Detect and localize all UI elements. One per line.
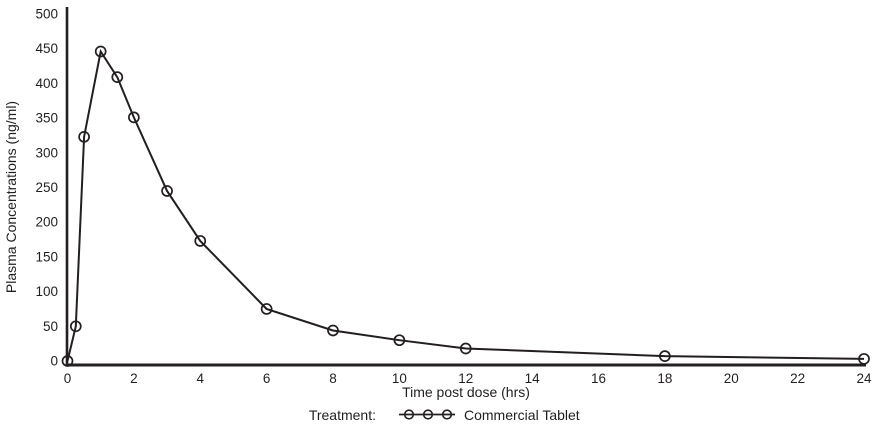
- x-tick-label: 2: [130, 371, 138, 386]
- data-point-marker: [94, 45, 107, 58]
- y-tick-labels: 0 50 100 150 200 250 300 350 400 450 500: [35, 7, 58, 369]
- y-tick-label: 400: [35, 76, 58, 91]
- x-tick-labels: 0 2 4 6 8 10 12 14 16 18 20 22 24: [64, 371, 872, 386]
- x-tick-label: 22: [790, 371, 805, 386]
- y-tick-label: 50: [43, 319, 58, 334]
- data-point-marker: [61, 355, 74, 367]
- y-tick-label: 450: [35, 41, 58, 56]
- legend-marker-circle-icon: [441, 409, 453, 420]
- y-tick-label: 250: [35, 180, 58, 195]
- data-series: [61, 45, 870, 367]
- data-point-marker: [69, 320, 82, 333]
- y-tick-label: 150: [35, 249, 58, 264]
- legend-label: Treatment:: [309, 407, 376, 423]
- x-tick-label: 0: [64, 371, 72, 386]
- data-point-marker: [128, 111, 140, 124]
- data-point-marker: [327, 324, 339, 337]
- y-axis-title: Plasma Concentrations (ng/ml): [3, 101, 19, 293]
- y-axis: 0 50 100 150 200 250 300 350 400 450 500 Plasma Co…: [3, 7, 69, 369]
- data-point-marker: [393, 334, 406, 347]
- y-tick-label: 200: [35, 215, 58, 230]
- x-tick-label: 12: [458, 371, 473, 386]
- y-tick-label: 0: [50, 354, 58, 369]
- x-tick-label: 18: [657, 371, 672, 386]
- data-point-marker: [260, 303, 273, 315]
- x-tick-label: 6: [263, 371, 271, 386]
- legend-entry-label: Commercial Tablet: [464, 407, 580, 423]
- legend-marker-circle-icon: [422, 409, 434, 420]
- y-tick-label: 350: [35, 111, 58, 126]
- data-point-marker: [111, 71, 124, 84]
- legend: Treatment: Commercial Tablet: [309, 407, 580, 423]
- x-axis-title: Time post dose (hrs): [402, 384, 530, 400]
- y-tick-label: 100: [35, 284, 58, 299]
- data-point-marker: [858, 353, 870, 365]
- x-tick-label: 20: [724, 371, 739, 386]
- y-tick-label: 500: [35, 7, 58, 22]
- x-tick-label: 16: [591, 371, 606, 386]
- x-tick-label: 4: [196, 371, 204, 386]
- series-line: [66, 48, 865, 362]
- data-point-marker: [659, 350, 671, 362]
- x-tick-label: 24: [856, 371, 872, 386]
- y-tick-label: 300: [35, 145, 58, 160]
- data-point-marker: [194, 235, 207, 247]
- data-point-marker: [459, 342, 472, 355]
- legend-marker-circle-icon: [403, 409, 415, 420]
- x-tick-label: 10: [392, 371, 407, 386]
- data-point-marker: [78, 130, 90, 143]
- x-axis: 0 2 4 6 8 10 12 14 16 18 20 22 24 Time post dose (hr…: [64, 363, 872, 400]
- data-point-marker: [161, 185, 173, 197]
- x-tick-label: 14: [525, 371, 541, 386]
- x-tick-label: 8: [329, 371, 337, 386]
